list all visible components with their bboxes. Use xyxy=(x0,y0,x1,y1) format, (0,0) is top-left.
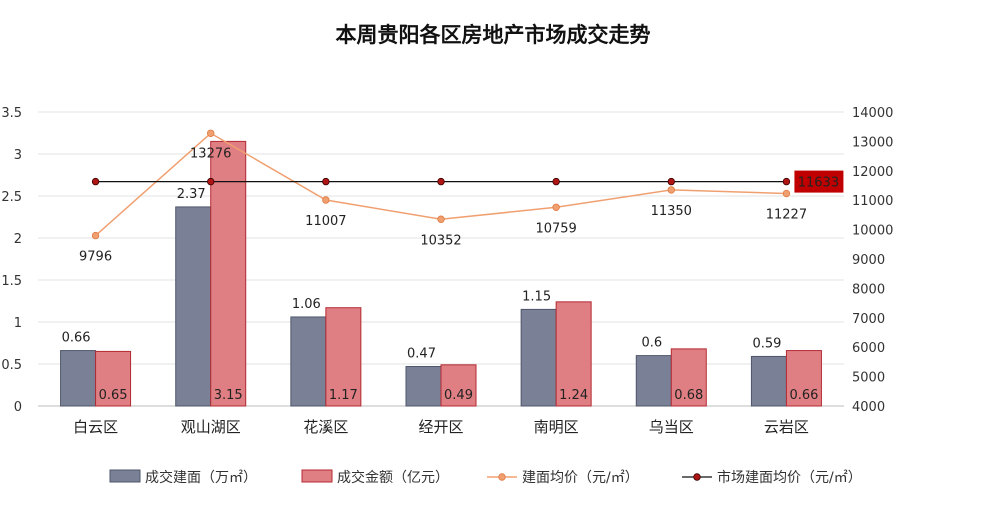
chart-title: 本周贵阳各区房地产市场成交走势 xyxy=(336,23,651,47)
left-tick-label: 0 xyxy=(14,400,22,415)
avg-price-label: 11007 xyxy=(305,214,346,229)
amount-bar-label: 0.66 xyxy=(789,388,818,403)
market-average-marker xyxy=(322,177,330,186)
right-tick-label: 4000 xyxy=(852,400,885,415)
legend-label: 市场建面均价（元/㎡） xyxy=(717,469,862,486)
category-label: 乌当区 xyxy=(649,418,694,436)
amount-bar-label: 0.65 xyxy=(99,388,128,403)
right-tick-label: 9000 xyxy=(852,253,885,268)
category-label: 南明区 xyxy=(534,418,579,436)
legend-marker xyxy=(693,473,701,481)
avg-price-label: 10759 xyxy=(535,221,576,236)
amount-bar-label: 0.68 xyxy=(674,388,703,403)
category-label: 白云区 xyxy=(73,418,118,436)
avg-price-marker xyxy=(207,129,215,137)
area-bar xyxy=(520,308,557,407)
right-tick-label: 14000 xyxy=(852,106,893,121)
market-average-marker xyxy=(91,177,100,186)
avg-price-label: 13276 xyxy=(190,146,231,161)
amount-bar xyxy=(210,140,247,407)
legend-marker xyxy=(498,473,506,481)
market-average-marker xyxy=(552,177,560,186)
category-label: 经开区 xyxy=(418,418,463,436)
legend-label: 建面均价（元/㎡） xyxy=(522,470,639,486)
market-average-marker xyxy=(667,177,675,186)
avg-price-marker xyxy=(667,186,675,194)
left-tick-label: 0.5 xyxy=(1,358,22,373)
market-average-label: 11633 xyxy=(798,176,839,191)
right-tick-label: 12000 xyxy=(852,165,893,180)
legend-swatch xyxy=(301,469,333,483)
amount-bar-label: 1.17 xyxy=(329,388,358,403)
area-bar-label: 1.06 xyxy=(292,297,321,312)
amount-bar xyxy=(95,350,132,407)
avg-price-marker xyxy=(552,203,560,211)
left-y-axis: 0 0.5 1 1.5 2 2.5 3 3.5 xyxy=(1,106,22,415)
legend-label: 成交建面（万㎡） xyxy=(145,469,257,486)
area-bar xyxy=(60,350,97,407)
data-labels-layer: 0.66 2.37 1.06 0.47 1.15 0.6 0.59 0.65 3.15 1.17 0… xyxy=(62,146,844,403)
area-bar-label: 2.37 xyxy=(177,187,206,202)
amount-bar xyxy=(555,301,592,407)
x-axis-categories: 白云区 观山湖区 花溪区 经开区 南明区 乌当区 云岩区 xyxy=(73,418,809,436)
area-bar xyxy=(405,366,442,407)
avg-price-label: 11350 xyxy=(651,204,692,219)
amount-bar xyxy=(785,350,822,407)
amount-bar xyxy=(325,307,362,407)
avg-price-marker xyxy=(437,215,445,223)
category-label: 观山湖区 xyxy=(181,418,241,436)
area-bar-label: 1.15 xyxy=(522,289,551,304)
bars-layer xyxy=(60,140,822,407)
legend-swatch xyxy=(109,469,141,483)
left-tick-label: 1.5 xyxy=(1,274,22,289)
avg-price-label: 9796 xyxy=(79,250,112,265)
amount-bar xyxy=(670,348,707,407)
area-bar-label: 0.59 xyxy=(752,336,781,351)
amount-bar-label: 3.15 xyxy=(214,388,243,403)
legend: 成交建面（万㎡） 成交金额（亿元） 建面均价（元/㎡） 市场建面均价（元/㎡） xyxy=(109,469,862,486)
avg-price-label: 10352 xyxy=(420,233,461,248)
market-average-marker xyxy=(207,177,215,186)
right-tick-label: 5000 xyxy=(852,371,885,386)
area-bar xyxy=(175,206,212,407)
legend-label: 成交金额（亿元） xyxy=(337,469,449,486)
avg-price-marker xyxy=(91,231,100,240)
right-y-axis: 4000 5000 6000 7000 8000 9000 10000 11000 12000 1… xyxy=(852,106,893,415)
right-tick-label: 7000 xyxy=(852,312,885,327)
left-tick-label: 3 xyxy=(14,148,22,163)
right-tick-label: 11000 xyxy=(852,194,893,209)
market-average-marker xyxy=(782,177,791,186)
amount-bar-label: 1.24 xyxy=(559,388,588,403)
lines-layer xyxy=(91,129,791,240)
avg-price-marker xyxy=(322,196,330,204)
avg-price-marker xyxy=(782,189,791,198)
area-bar xyxy=(290,316,327,407)
area-bar xyxy=(750,355,787,407)
right-tick-label: 13000 xyxy=(852,135,893,150)
area-bar xyxy=(635,355,672,407)
category-label: 花溪区 xyxy=(303,418,348,436)
market-average-label-box xyxy=(794,170,844,193)
avg-price-label: 11227 xyxy=(766,208,807,223)
amount-bar xyxy=(440,364,477,407)
right-tick-label: 8000 xyxy=(852,282,885,297)
left-tick-label: 2.5 xyxy=(1,190,22,205)
left-tick-label: 1 xyxy=(14,316,22,331)
category-label: 云岩区 xyxy=(764,418,809,436)
left-tick-label: 2 xyxy=(14,232,22,247)
right-tick-label: 10000 xyxy=(852,224,893,239)
area-bar-label: 0.66 xyxy=(62,331,91,346)
market-average-marker xyxy=(437,177,445,186)
left-tick-label: 3.5 xyxy=(1,106,22,121)
gridlines xyxy=(38,111,844,407)
right-tick-label: 6000 xyxy=(852,341,885,356)
area-bar-label: 0.47 xyxy=(407,347,436,362)
area-bar-label: 0.6 xyxy=(641,336,662,351)
amount-bar-label: 0.49 xyxy=(444,388,473,403)
